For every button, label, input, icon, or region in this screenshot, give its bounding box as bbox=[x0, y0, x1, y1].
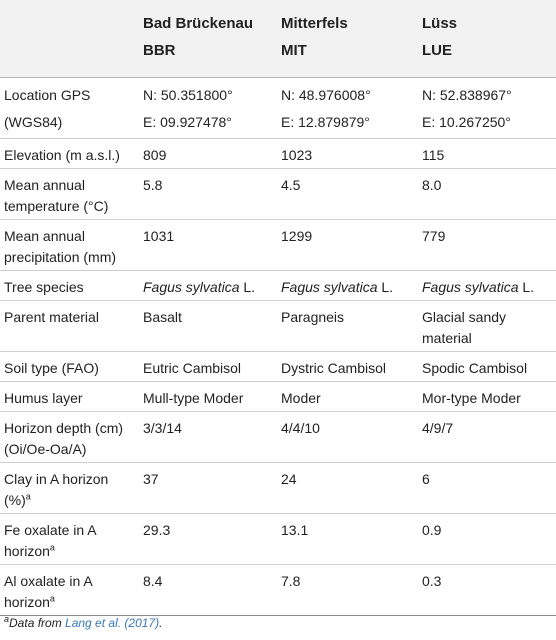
row-label: Mean annual temperature (°C) bbox=[0, 168, 139, 220]
row-label: Soil type (FAO) bbox=[0, 351, 139, 382]
cell-mit: Dystric Cambisol bbox=[277, 351, 418, 382]
row-label: Elevation (m a.s.l.) bbox=[0, 138, 139, 169]
cell-lue: Glacial sandy material bbox=[418, 300, 556, 352]
cell-lue: N: 52.838967° E: 10.267250° bbox=[418, 77, 556, 139]
header-site-mit: Mitterfels MIT bbox=[277, 0, 418, 78]
cell-bbr: N: 50.351800° E: 09.927478° bbox=[139, 77, 277, 139]
footnote-prefix: Data from bbox=[9, 616, 66, 630]
cell-bbr: 1031 bbox=[139, 219, 277, 271]
cell-mit: Paragneis bbox=[277, 300, 418, 352]
site-name-bbr: Bad Brückenau bbox=[143, 15, 254, 32]
cell-lue: 0.3 bbox=[418, 564, 556, 616]
cell-mit: 1299 bbox=[277, 219, 418, 271]
header-empty-cell bbox=[0, 0, 139, 78]
row-label: Horizon depth (cm) (Oi/Oe-Oa/A) bbox=[0, 411, 139, 463]
species-name: Fagus sylvatica bbox=[281, 279, 378, 295]
table-row: Soil type (FAO) Eutric Cambisol Dystric … bbox=[0, 351, 556, 382]
table-row: Horizon depth (cm) (Oi/Oe-Oa/A) 3/3/14 4… bbox=[0, 411, 556, 463]
cell-lue: Spodic Cambisol bbox=[418, 351, 556, 382]
table-footnote: aData from Lang et al. (2017). bbox=[4, 614, 163, 631]
footnote-marker: a bbox=[4, 614, 10, 624]
cell-bbr: Eutric Cambisol bbox=[139, 351, 277, 382]
table-row: Humus layer Mull-type Moder Moder Mor-ty… bbox=[0, 381, 556, 412]
header-site-bbr: Bad Brückenau BBR bbox=[139, 0, 277, 78]
site-table: Bad Brückenau BBR Mitterfels MIT Lüss LU… bbox=[0, 0, 556, 616]
table-row: Mean annual temperature (°C) 5.8 4.5 8.0 bbox=[0, 168, 556, 220]
header-site-lue: Lüss LUE bbox=[418, 0, 556, 78]
row-label: Mean annual precipitation (mm) bbox=[0, 219, 139, 271]
gps-north: N: 52.838967° bbox=[422, 87, 512, 103]
cell-bbr: 8.4 bbox=[139, 564, 277, 616]
cell-lue: 4/9/7 bbox=[418, 411, 556, 463]
table-row: Mean annual precipitation (mm) 1031 1299… bbox=[0, 219, 556, 271]
cell-bbr: 3/3/14 bbox=[139, 411, 277, 463]
species-author: L. bbox=[377, 279, 394, 295]
species-name: Fagus sylvatica bbox=[422, 279, 519, 295]
row-label: Tree species bbox=[0, 270, 139, 301]
cell-lue: 8.0 bbox=[418, 168, 556, 220]
row-label: Parent material bbox=[0, 300, 139, 352]
footnote-marker: a bbox=[25, 491, 31, 502]
cell-mit: 13.1 bbox=[277, 513, 418, 565]
cell-lue: 779 bbox=[418, 219, 556, 271]
site-code-mit: MIT bbox=[281, 42, 307, 59]
cell-lue: 115 bbox=[418, 138, 556, 169]
table-row: Location GPS (WGS84) N: 50.351800° E: 09… bbox=[0, 77, 556, 139]
site-code-lue: LUE bbox=[422, 42, 452, 59]
row-label: Clay in A horizon (%)a bbox=[0, 462, 139, 514]
cell-bbr: 29.3 bbox=[139, 513, 277, 565]
cell-bbr: Basalt bbox=[139, 300, 277, 352]
table-row: Fe oxalate in A horizona 29.3 13.1 0.9 bbox=[0, 513, 556, 565]
site-name-lue: Lüss bbox=[422, 15, 458, 32]
citation-link[interactable]: Lang et al. (2017) bbox=[65, 616, 160, 630]
table-row: Elevation (m a.s.l.) 809 1023 115 bbox=[0, 138, 556, 169]
header-row: Bad Brückenau BBR Mitterfels MIT Lüss LU… bbox=[0, 0, 556, 78]
gps-east: E: 10.267250° bbox=[422, 114, 511, 130]
cell-bbr: 37 bbox=[139, 462, 277, 514]
footnote-marker: a bbox=[49, 542, 55, 553]
cell-lue: Fagus sylvatica L. bbox=[418, 270, 556, 301]
site-code-bbr: BBR bbox=[143, 42, 176, 59]
cell-mit: N: 48.976008° E: 12.879879° bbox=[277, 77, 418, 139]
row-label: Location GPS (WGS84) bbox=[0, 77, 139, 139]
cell-lue: 0.9 bbox=[418, 513, 556, 565]
cell-bbr: Mull-type Moder bbox=[139, 381, 277, 412]
table-row: Tree species Fagus sylvatica L. Fagus sy… bbox=[0, 270, 556, 301]
species-author: L. bbox=[518, 279, 535, 295]
gps-north: N: 50.351800° bbox=[143, 87, 233, 103]
species-name: Fagus sylvatica bbox=[143, 279, 240, 295]
row-label-text: Clay in A horizon (%) bbox=[4, 471, 109, 508]
cell-lue: Mor-type Moder bbox=[418, 381, 556, 412]
footnote-suffix: . bbox=[159, 616, 163, 630]
site-name-mit: Mitterfels bbox=[281, 15, 348, 32]
cell-mit: 4/4/10 bbox=[277, 411, 418, 463]
table-row: Al oxalate in A horizona 8.4 7.8 0.3 bbox=[0, 564, 556, 616]
cell-bbr: 5.8 bbox=[139, 168, 277, 220]
table-row: Clay in A horizon (%)a 37 24 6 bbox=[0, 462, 556, 514]
cell-bbr: Fagus sylvatica L. bbox=[139, 270, 277, 301]
table-row: Parent material Basalt Paragneis Glacial… bbox=[0, 300, 556, 352]
cell-mit: 4.5 bbox=[277, 168, 418, 220]
cell-lue: 6 bbox=[418, 462, 556, 514]
row-label: Al oxalate in A horizona bbox=[0, 564, 139, 616]
row-label-text: Al oxalate in A horizon bbox=[4, 573, 92, 610]
cell-mit: 7.8 bbox=[277, 564, 418, 616]
cell-mit: Fagus sylvatica L. bbox=[277, 270, 418, 301]
gps-east: E: 12.879879° bbox=[281, 114, 370, 130]
cell-mit: 24 bbox=[277, 462, 418, 514]
row-label-text: Fe oxalate in A horizon bbox=[4, 522, 96, 559]
row-label: Fe oxalate in A horizona bbox=[0, 513, 139, 565]
cell-mit: 1023 bbox=[277, 138, 418, 169]
cell-mit: Moder bbox=[277, 381, 418, 412]
footnote-marker: a bbox=[49, 593, 55, 604]
cell-bbr: 809 bbox=[139, 138, 277, 169]
gps-north: N: 48.976008° bbox=[281, 87, 371, 103]
species-author: L. bbox=[239, 279, 256, 295]
row-label: Humus layer bbox=[0, 381, 139, 412]
gps-east: E: 09.927478° bbox=[143, 114, 232, 130]
